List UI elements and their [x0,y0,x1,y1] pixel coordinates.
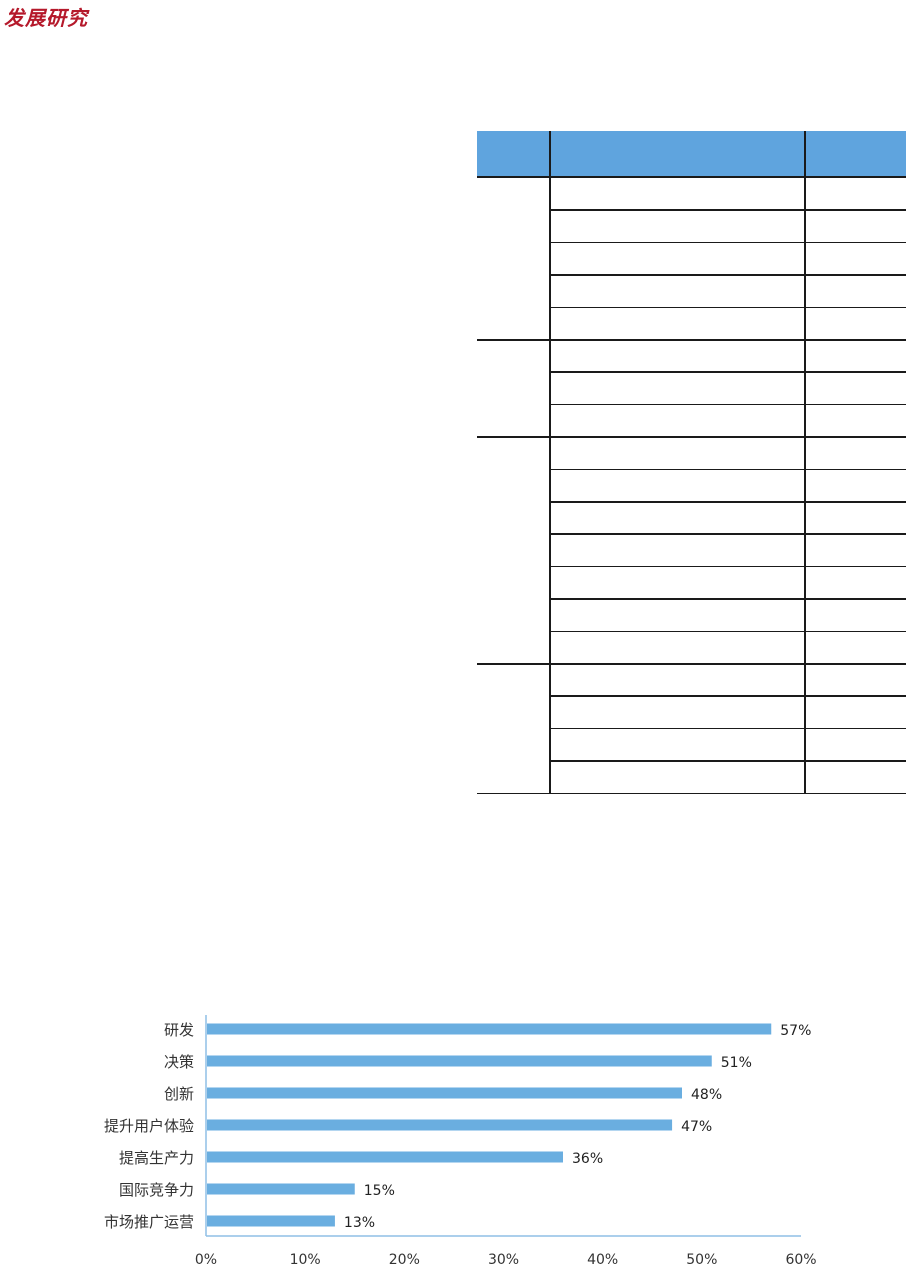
x-tick-label: 30% [488,1252,519,1268]
data-label: 57% [780,1023,811,1039]
group-divider [477,436,906,438]
bar [207,1055,712,1067]
row-divider [549,241,906,244]
group-divider [477,339,906,341]
category-label: 研发 [164,1021,194,1039]
row-divider [549,468,906,471]
bar [207,1087,682,1099]
row-divider [549,727,906,730]
row-divider [549,501,906,503]
category-label: 决策 [164,1053,194,1071]
x-tick-label: 0% [195,1252,217,1268]
row-divider [549,403,906,406]
row-divider [549,695,906,697]
data-label: 47% [681,1119,712,1135]
header-bottom-border [477,176,906,178]
table-header-row [477,131,906,177]
row-divider [549,760,906,762]
row-divider [549,274,906,276]
row-divider [549,371,906,373]
column-divider [549,131,551,793]
column-divider [804,131,806,793]
category-label: 提升用户体验 [104,1117,194,1135]
category-label: 市场推广运营 [104,1213,194,1231]
x-tick-label: 40% [587,1252,618,1268]
bar [207,1215,335,1227]
bar-chart: 研发 57% 决策 51% 创新 48% 提升用户体验 47% 提高生产力 36% 国际竞争力 15%… [104,1015,817,1268]
data-label: 48% [691,1087,722,1103]
x-tick-label: 50% [686,1252,717,1268]
bar [207,1151,563,1163]
bar [207,1183,355,1195]
x-tick-label: 60% [785,1252,816,1268]
category-label: 创新 [164,1085,194,1103]
x-tick-label: 10% [290,1252,321,1268]
row-divider [549,598,906,600]
category-label: 提高生产力 [119,1149,194,1167]
row-divider [549,209,906,211]
data-label: 13% [344,1215,375,1231]
x-tick-label: 20% [389,1252,420,1268]
data-label: 51% [721,1055,752,1071]
bar [207,1023,772,1035]
category-label: 国际竞争力 [119,1181,194,1199]
row-divider [549,533,906,535]
data-label: 36% [572,1151,603,1167]
row-divider [549,306,906,309]
row-divider [549,630,906,633]
bar [207,1119,673,1131]
row-divider [549,565,906,568]
logo: 发展研究 [4,6,88,30]
group-divider [477,663,906,665]
group-divider [477,792,906,795]
data-label: 15% [364,1183,395,1199]
